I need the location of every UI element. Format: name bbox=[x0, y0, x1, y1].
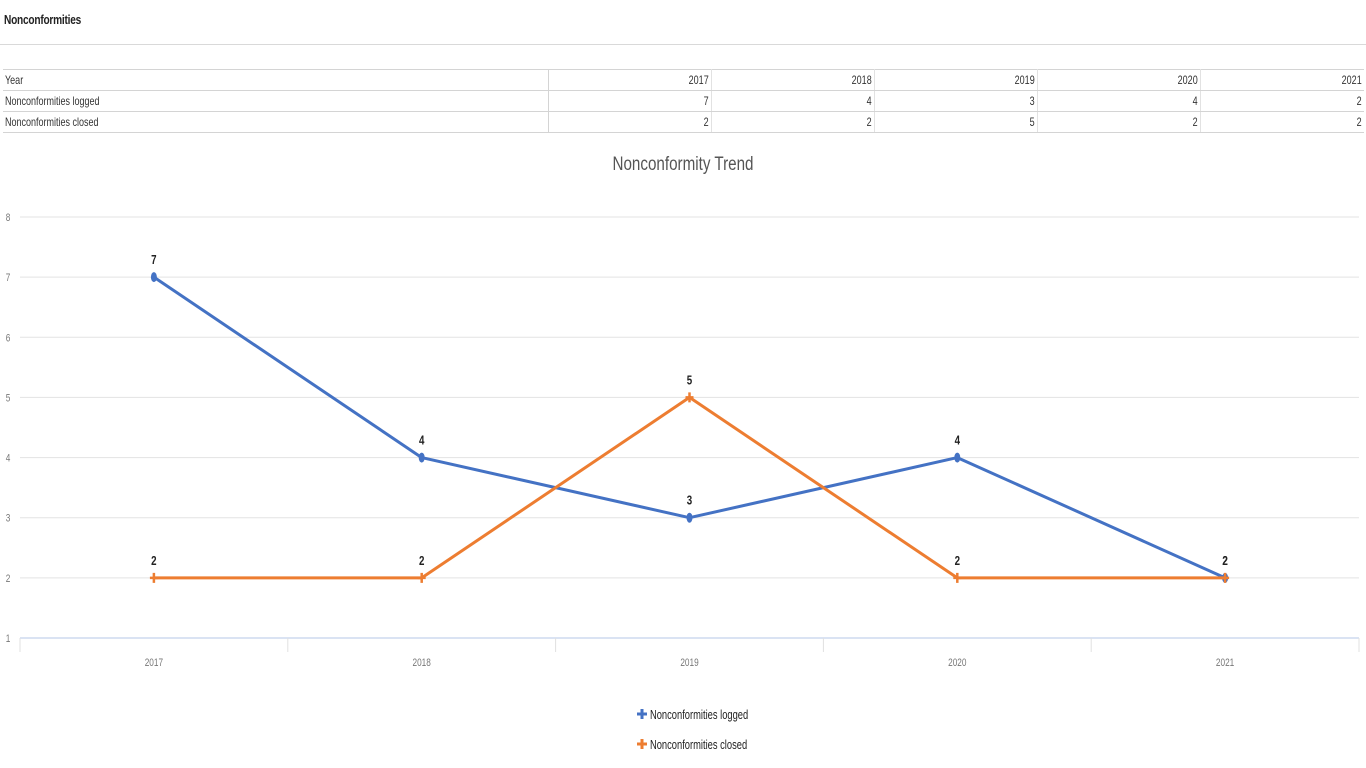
data-label: 4 bbox=[419, 434, 425, 448]
table-header-label: Year bbox=[3, 69, 549, 91]
data-point bbox=[149, 572, 158, 583]
data-label: 7 bbox=[151, 254, 156, 268]
data-label: 5 bbox=[687, 374, 693, 388]
table-row: Nonconformities logged 7 4 3 4 2 bbox=[3, 90, 1364, 112]
data-point bbox=[418, 452, 425, 463]
page-title: Nonconformities bbox=[4, 12, 82, 27]
data-table: Year 2017 2018 2019 2020 2021 Nonconform… bbox=[3, 69, 1364, 133]
table-header-year: 2021 bbox=[1200, 69, 1364, 91]
data-label: 2 bbox=[1222, 555, 1227, 569]
y-tick-label: 4 bbox=[6, 453, 11, 465]
data-point bbox=[685, 392, 694, 403]
table-row-label: Nonconformities closed bbox=[3, 111, 549, 133]
table-cell: 2 bbox=[1037, 111, 1201, 133]
table-cell: 5 bbox=[874, 111, 1038, 133]
data-point bbox=[686, 512, 693, 523]
table-cell: 3 bbox=[874, 90, 1038, 112]
series-layer bbox=[149, 272, 1230, 583]
x-axis: 2017 2018 2019 2020 2021 bbox=[19, 637, 1360, 669]
table-cell: 2 bbox=[548, 111, 712, 133]
data-point bbox=[954, 452, 961, 463]
legend-item: Nonconformities closed bbox=[637, 739, 747, 753]
y-tick-label: 2 bbox=[6, 573, 11, 585]
table-header-year: 2019 bbox=[874, 69, 1038, 91]
legend-item: Nonconformities logged bbox=[637, 709, 748, 723]
table-header-row: Year 2017 2018 2019 2020 2021 bbox=[3, 69, 1364, 91]
table-header-year: 2018 bbox=[711, 69, 875, 91]
data-label: 3 bbox=[687, 495, 692, 509]
table-row: Nonconformities closed 2 2 5 2 2 bbox=[3, 111, 1364, 133]
data-label: 4 bbox=[955, 434, 961, 448]
data-label: 2 bbox=[1222, 555, 1227, 569]
series-line bbox=[153, 275, 1226, 580]
data-label: 2 bbox=[419, 555, 424, 569]
table-cell: 4 bbox=[1037, 90, 1201, 112]
legend-label: Nonconformities closed bbox=[650, 739, 747, 753]
y-tick-label: 1 bbox=[6, 633, 11, 645]
table-cell: 2 bbox=[1200, 111, 1364, 133]
table-row-label: Nonconformities logged bbox=[3, 90, 549, 112]
legend-marker bbox=[637, 709, 647, 719]
data-label: 2 bbox=[955, 555, 960, 569]
series-1 bbox=[150, 272, 1229, 583]
title-divider bbox=[0, 44, 1366, 45]
data-label: 2 bbox=[151, 555, 156, 569]
table-header-year: 2020 bbox=[1037, 69, 1201, 91]
y-tick-label: 3 bbox=[6, 513, 11, 525]
y-tick-label: 8 bbox=[6, 212, 11, 224]
series-line bbox=[153, 395, 1226, 580]
x-tick-label: 2020 bbox=[948, 657, 967, 669]
series-2 bbox=[149, 392, 1230, 583]
x-tick-label: 2021 bbox=[1216, 657, 1234, 669]
y-tick-label: 7 bbox=[6, 272, 11, 284]
y-tick-label: 6 bbox=[6, 332, 11, 344]
data-point bbox=[1221, 572, 1230, 583]
legend-label: Nonconformities logged bbox=[650, 709, 748, 723]
chart-title: Nonconformity Trend bbox=[613, 152, 754, 174]
table-cell: 7 bbox=[548, 90, 712, 112]
data-point bbox=[150, 272, 157, 283]
y-tick-label: 5 bbox=[6, 392, 11, 404]
legend-marker bbox=[637, 739, 647, 749]
table-cell: 2 bbox=[1200, 90, 1364, 112]
gridlines: 1 2 3 4 5 6 7 8 bbox=[6, 212, 1359, 645]
x-tick-label: 2019 bbox=[680, 657, 698, 669]
legend: Nonconformities logged Nonconformities cl… bbox=[637, 709, 748, 753]
x-tick-label: 2017 bbox=[145, 657, 163, 669]
table-cell: 4 bbox=[711, 90, 875, 112]
table-cell: 2 bbox=[711, 111, 875, 133]
table-header-year: 2017 bbox=[548, 69, 712, 91]
x-tick-label: 2018 bbox=[413, 657, 431, 669]
data-point bbox=[417, 572, 426, 583]
data-point bbox=[953, 572, 962, 583]
